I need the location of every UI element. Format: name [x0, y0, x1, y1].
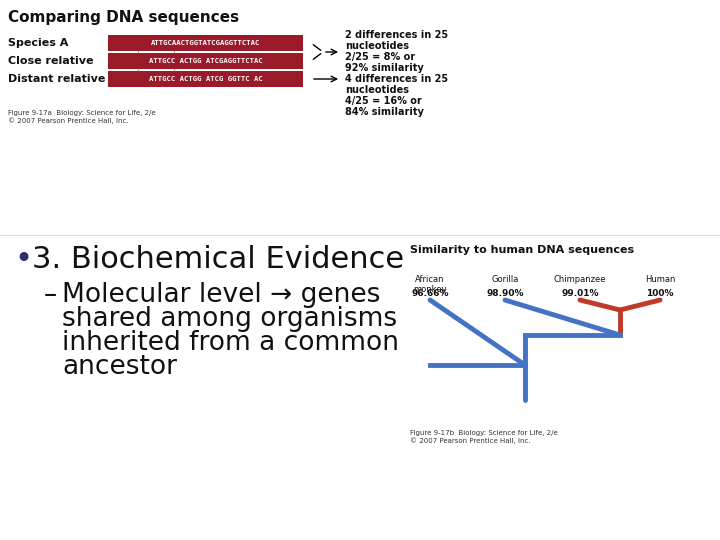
Text: –: –: [44, 282, 57, 308]
Text: inherited from a common: inherited from a common: [62, 330, 399, 356]
Text: Human: Human: [645, 275, 675, 284]
Text: African
monkey: African monkey: [413, 275, 446, 294]
Text: 2/25 = 8% or: 2/25 = 8% or: [345, 52, 415, 62]
Text: 84% similarity: 84% similarity: [345, 107, 424, 117]
Text: nucleotides: nucleotides: [345, 85, 409, 95]
Text: Distant relative: Distant relative: [8, 74, 105, 84]
Text: Gorilla: Gorilla: [491, 275, 518, 284]
Text: nucleotides: nucleotides: [345, 41, 409, 51]
Text: 4/25 = 16% or: 4/25 = 16% or: [345, 96, 422, 106]
Text: Close relative: Close relative: [8, 56, 94, 66]
Text: 100%: 100%: [647, 289, 674, 298]
Bar: [108, 71, 303, 87]
Text: Molecular level → genes: Molecular level → genes: [62, 282, 380, 308]
Text: 2 differences in 25: 2 differences in 25: [345, 30, 448, 40]
Bar: [108, 35, 303, 51]
Text: 92% similarity: 92% similarity: [345, 63, 424, 73]
Text: Figure 9-17b  Biology: Science for Life, 2/e
© 2007 Pearson Prentice Hall, Inc.: Figure 9-17b Biology: Science for Life, …: [410, 430, 558, 444]
Text: 3. Biochemical Evidence: 3. Biochemical Evidence: [32, 245, 404, 274]
Text: 4 differences in 25: 4 differences in 25: [345, 74, 448, 84]
Text: Chimpanzee: Chimpanzee: [554, 275, 606, 284]
Text: Similarity to human DNA sequences: Similarity to human DNA sequences: [410, 245, 634, 255]
Text: 96.66%: 96.66%: [411, 289, 449, 298]
Text: ATTGCC ACTGG ATCGAGGTTCTAC: ATTGCC ACTGG ATCGAGGTTCTAC: [148, 58, 262, 64]
Text: 99.01%: 99.01%: [562, 289, 599, 298]
Text: ancestor: ancestor: [62, 354, 177, 380]
Text: ATTGCC ACTGG ATCG GGTTC AC: ATTGCC ACTGG ATCG GGTTC AC: [148, 76, 262, 82]
Text: Comparing DNA sequences: Comparing DNA sequences: [8, 10, 239, 25]
Text: Figure 9-17a  Biology: Science for Life, 2/e
© 2007 Pearson Prentice Hall, Inc.: Figure 9-17a Biology: Science for Life, …: [8, 110, 156, 124]
Text: shared among organisms: shared among organisms: [62, 306, 397, 332]
Text: •: •: [14, 245, 32, 274]
Text: ATTGCAACTGGTATCGAGGTTCTAC: ATTGCAACTGGTATCGAGGTTCTAC: [150, 40, 260, 46]
Text: 98.90%: 98.90%: [486, 289, 523, 298]
Text: Species A: Species A: [8, 38, 68, 48]
Bar: [108, 53, 303, 69]
